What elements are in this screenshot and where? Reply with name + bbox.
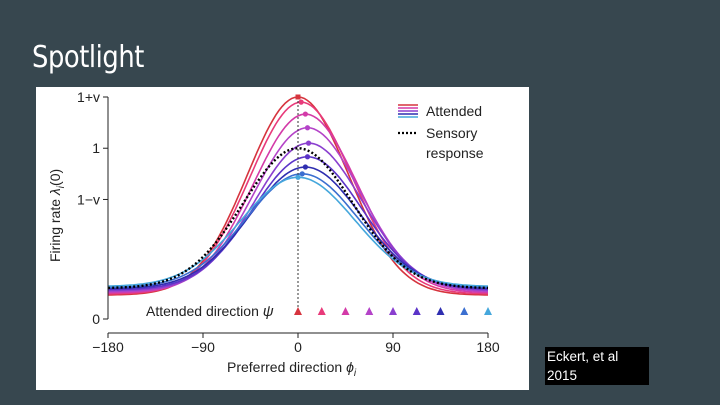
citation-year: 2015	[547, 368, 578, 383]
citation-authors: Eckert, et al	[547, 349, 619, 364]
attended-marker-1	[317, 307, 326, 315]
slide-title: Spotlight	[32, 40, 144, 75]
attended-marker-0	[294, 307, 302, 315]
x-tick-label-2: 0	[294, 339, 302, 355]
peak-marker-3	[304, 125, 311, 131]
peak-marker-square	[295, 94, 301, 100]
sensory-response-curve	[107, 146, 489, 290]
x-axis-label: Preferred direction ϕi	[227, 359, 357, 379]
legend-sensory-label-line2: response	[426, 145, 484, 161]
legend-sensory-label-line1: Sensory	[426, 125, 477, 141]
attended-marker-2	[341, 307, 350, 315]
x-tick-label-3: 90	[385, 339, 401, 355]
x-tick-label-1: −90	[191, 339, 215, 355]
tuning-curve-chart: 1+v 1 1−v 0 −180 −90 0 90 180 Attended directio…	[47, 89, 500, 379]
legend: Attended Sensory response	[398, 103, 484, 161]
y-tick-label-3: 0	[92, 311, 100, 327]
peak-marker-5	[304, 154, 311, 160]
peak-marker-2	[302, 111, 308, 117]
attended-direction-label: Attended direction ψ	[146, 303, 274, 320]
y-ticks-group: 1+v 1 1−v 0	[77, 89, 108, 327]
legend-attended-label: Attended	[426, 103, 482, 119]
y-tick-label-1: 1	[92, 140, 100, 156]
y-tick-label-2: 1−v	[77, 191, 100, 207]
figure-panel: 1+v 1 1−v 0 −180 −90 0 90 180 Attended directio…	[36, 87, 529, 390]
peak-marker-7	[299, 171, 305, 177]
attended-marker-7	[460, 307, 469, 315]
citation: Eckert, et al 2015	[545, 347, 649, 385]
attended-marker-4	[389, 307, 397, 315]
peak-marker-4	[305, 140, 312, 146]
peak-markers-group	[295, 94, 312, 180]
peak-marker-6	[302, 164, 308, 170]
attended-marker-8	[484, 307, 492, 315]
x-ticks-group: −180 −90 0 90 180	[92, 333, 500, 355]
peak-marker-8	[295, 174, 301, 180]
x-tick-label-4: 180	[476, 339, 500, 355]
attended-marker-6	[436, 307, 445, 315]
x-tick-label-0: −180	[92, 339, 124, 355]
attended-marker-5	[412, 307, 421, 315]
peak-marker-1	[298, 99, 304, 105]
attended-direction-markers	[294, 307, 492, 315]
y-axis-label: Firing rate λi(0)	[47, 169, 67, 262]
y-tick-label-0: 1+v	[77, 89, 100, 105]
attended-marker-3	[365, 307, 374, 315]
